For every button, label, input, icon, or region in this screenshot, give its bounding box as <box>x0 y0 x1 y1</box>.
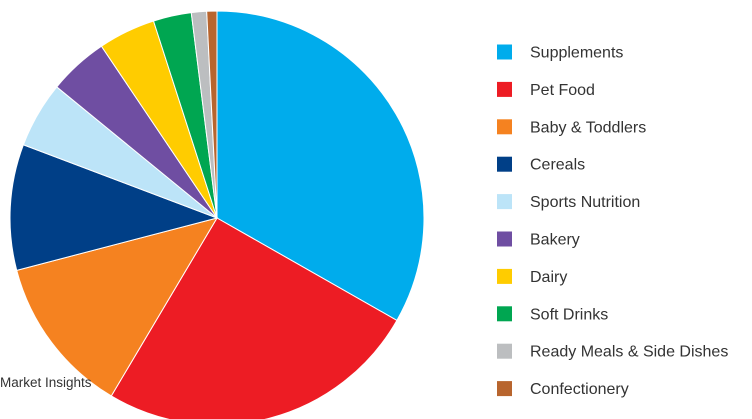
legend-item-dairy: Dairy <box>497 268 567 286</box>
legend-item-ready-meals-and-side-dishes: Ready Meals & Side Dishes <box>497 343 728 361</box>
legend-item-baby-and-toddlers: Baby & Toddlers <box>497 119 646 136</box>
legend-swatch-ready-meals-and-side-dishes <box>497 343 512 359</box>
legend-item-pet-food: Pet Food <box>497 81 595 99</box>
legend-label-supplements: Supplements <box>530 45 623 62</box>
legend-label-baby-and-toddlers: Baby & Toddlers <box>530 119 646 136</box>
legend-label-dairy: Dairy <box>530 269 567 286</box>
legend-label-cereals: Cereals <box>530 157 585 174</box>
pie-slice-baby-and-toddlers <box>16 217 219 397</box>
pie-slices <box>9 10 425 419</box>
legend-swatch-sports-nutrition <box>497 194 512 210</box>
pie-slice-cereals <box>9 144 219 271</box>
source-note: Market Insights <box>0 375 92 390</box>
pie-slice-pet-food <box>110 217 398 419</box>
legend-swatch-dairy <box>497 268 512 284</box>
legend-label-confectionery: Confectionery <box>530 381 629 398</box>
legend-swatch-baby-and-toddlers <box>497 119 512 135</box>
legend-label-sports-nutrition: Sports Nutrition <box>530 194 640 211</box>
legend-swatch-soft-drinks <box>497 306 512 322</box>
legend-item-supplements: Supplements <box>497 44 623 62</box>
legend-swatch-supplements <box>497 44 512 60</box>
legend-label-ready-meals-and-side-dishes: Ready Meals & Side Dishes <box>530 344 728 361</box>
legend-swatch-pet-food <box>497 81 512 97</box>
legend-item-soft-drinks: Soft Drinks <box>497 306 608 323</box>
legend-item-cereals: Cereals <box>497 156 585 174</box>
legend: Supplements Pet Food Baby & Toddlers Cereal… <box>497 44 728 398</box>
legend-item-bakery: Bakery <box>497 231 580 249</box>
legend-item-confectionery: Confectionery <box>497 381 629 398</box>
legend-swatch-bakery <box>497 231 512 247</box>
legend-label-soft-drinks: Soft Drinks <box>530 306 608 323</box>
legend-swatch-cereals <box>497 156 512 172</box>
legend-swatch-confectionery <box>497 381 512 397</box>
legend-label-bakery: Bakery <box>530 232 580 249</box>
pie-slice-supplements <box>216 10 425 322</box>
legend-label-pet-food: Pet Food <box>530 82 595 99</box>
pie-slice-confectionery <box>206 10 218 219</box>
legend-item-sports-nutrition: Sports Nutrition <box>497 194 640 211</box>
